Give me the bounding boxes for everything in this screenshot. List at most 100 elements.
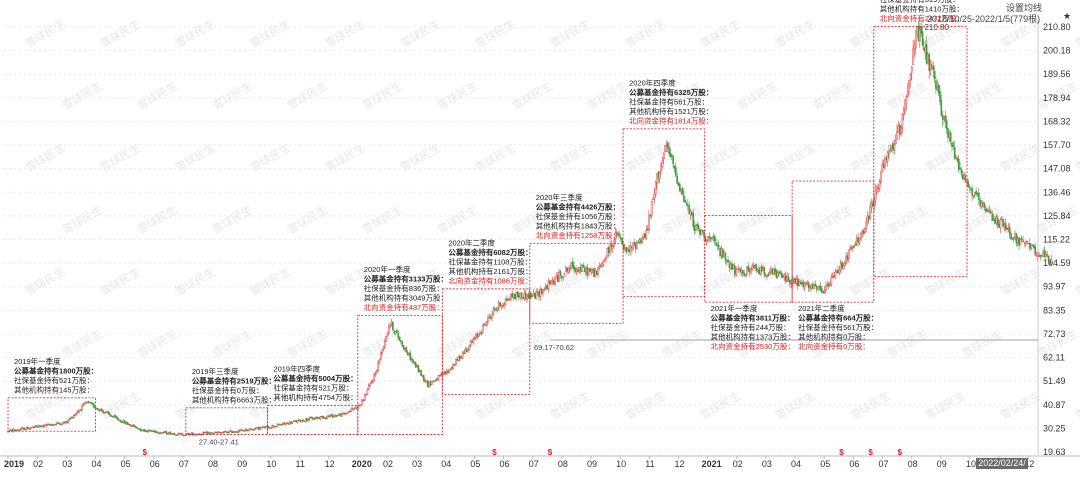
candle-body xyxy=(355,407,356,409)
candle-body xyxy=(711,237,712,239)
candle-body xyxy=(168,432,169,434)
candle-body xyxy=(724,252,725,256)
candle-body xyxy=(788,277,789,282)
x-tick-label: 04 xyxy=(791,459,801,469)
candle-body xyxy=(1005,223,1006,229)
candle-body xyxy=(65,421,66,423)
candle-body xyxy=(1010,234,1011,239)
candle-body xyxy=(396,330,397,332)
watermark-text: 雪球民生 xyxy=(135,202,180,236)
candle-body xyxy=(265,427,266,428)
candle-body xyxy=(536,291,537,299)
candle-body xyxy=(866,222,867,229)
candle-body xyxy=(378,363,379,371)
candle-body xyxy=(833,275,834,277)
candle-body xyxy=(921,27,922,34)
candle-body xyxy=(589,268,590,271)
y-tick-label: 62.11 xyxy=(1043,353,1065,363)
candle-body xyxy=(984,203,985,208)
candle-body xyxy=(231,431,232,433)
candle-body xyxy=(933,66,934,70)
candle-body xyxy=(249,429,250,430)
candle-body xyxy=(571,263,572,268)
candle-body xyxy=(525,293,526,298)
candlestick-chart[interactable]: 雪球民生雪球民生雪球民生雪球民生雪球民生雪球民生雪球民生雪球民生雪球民生雪球民生… xyxy=(0,0,1080,470)
candle-body xyxy=(918,26,919,41)
other-institution-holding: 其他机构持有1373万股： xyxy=(711,332,795,342)
watermark-text: 雪球民生 xyxy=(473,16,518,50)
watermark-text: 雪球民生 xyxy=(173,140,218,174)
candle-body xyxy=(203,432,204,433)
candle-body xyxy=(599,266,600,268)
watermark-text: 雪球民生 xyxy=(210,202,255,236)
candle-body xyxy=(895,141,896,144)
candle-body xyxy=(219,432,220,433)
candle-body xyxy=(1029,243,1030,248)
candle-body xyxy=(632,244,633,249)
candle-body xyxy=(510,295,511,300)
candle-body xyxy=(793,279,794,280)
candle-body xyxy=(117,418,118,420)
candle-body xyxy=(701,230,702,235)
candle-body xyxy=(606,257,607,259)
candle-body xyxy=(1037,255,1038,257)
x-tick-label: 08 xyxy=(558,459,568,469)
candle-body xyxy=(235,431,236,432)
candle-body xyxy=(722,249,723,257)
candle-body xyxy=(451,368,452,370)
candle-body xyxy=(332,415,333,418)
y-tick-label: 168.32 xyxy=(1043,116,1071,126)
candle-body xyxy=(250,429,251,430)
watermark-text: 雪球民生 xyxy=(473,140,518,174)
candle-body xyxy=(910,74,911,79)
candle-body xyxy=(262,427,263,428)
candle-body xyxy=(864,229,865,232)
candle-body xyxy=(130,424,131,425)
candle-body xyxy=(29,428,30,429)
candle-body xyxy=(679,184,680,191)
candle-body xyxy=(726,260,727,261)
candle-body xyxy=(859,239,860,244)
public-fund-holding: 公募基金持有2519万股： xyxy=(192,375,276,385)
candle-body xyxy=(183,435,184,436)
candle-body xyxy=(516,293,517,299)
watermark-text: 雪球民生 xyxy=(585,326,630,360)
candle-body xyxy=(652,198,653,200)
candle-body xyxy=(214,432,215,433)
candle-body xyxy=(779,272,780,273)
watermark-text: 雪球民生 xyxy=(548,16,593,50)
candle-body xyxy=(387,332,388,335)
pin-icon[interactable]: ★ xyxy=(1063,11,1071,22)
candle-body xyxy=(242,430,243,431)
candle-body xyxy=(607,248,608,256)
candle-body xyxy=(270,428,271,429)
candle-body xyxy=(620,237,621,239)
candle-body xyxy=(81,406,82,411)
candle-body xyxy=(298,420,299,421)
candle-body xyxy=(69,419,70,420)
candle-body xyxy=(855,244,856,246)
social-security-holding: 社保基金持有561万股： xyxy=(629,96,709,106)
candle-body xyxy=(205,432,206,433)
candle-body xyxy=(315,418,316,419)
candle-body xyxy=(1000,220,1001,228)
candle-body xyxy=(817,287,818,290)
candle-body xyxy=(1016,233,1017,243)
candle-body xyxy=(730,263,731,268)
candle-body xyxy=(840,263,841,270)
candle-body xyxy=(898,126,899,132)
candle-body xyxy=(91,403,92,404)
candle-body xyxy=(426,381,427,382)
candle-body xyxy=(803,282,804,287)
watermark-text: 雪球民生 xyxy=(1073,388,1080,422)
candle-body xyxy=(1049,261,1050,264)
candle-body xyxy=(714,236,715,241)
candle-body xyxy=(972,188,973,195)
candle-body xyxy=(458,357,459,361)
x-tick-label: 07 xyxy=(879,459,889,469)
x-tick-label: 10 xyxy=(266,459,276,469)
candle-body xyxy=(343,413,344,414)
candle-body xyxy=(543,290,544,293)
event-marker-icon: $ xyxy=(492,448,497,457)
x-tick-label: 05 xyxy=(470,459,480,469)
